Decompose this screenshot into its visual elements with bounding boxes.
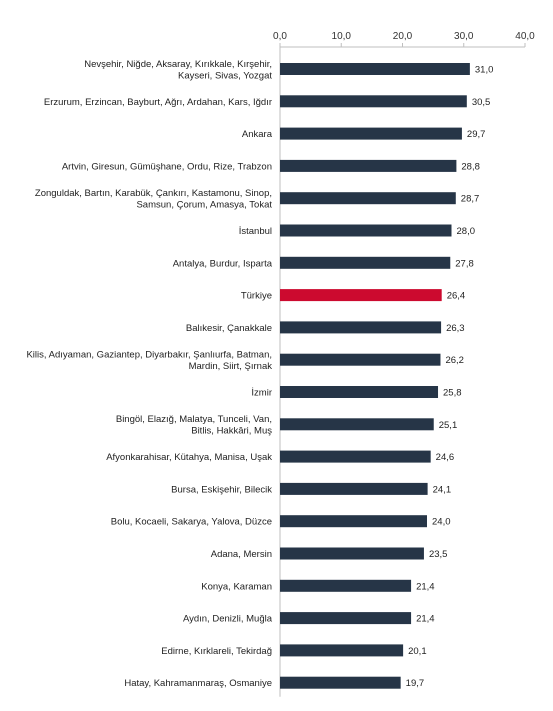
bar xyxy=(280,418,434,431)
category-label: Konya, Karaman xyxy=(201,581,272,592)
bar xyxy=(280,612,412,625)
category-label: Antalya, Burdur, Isparta xyxy=(173,258,273,269)
bar xyxy=(280,676,401,689)
x-tick-label: 40,0 xyxy=(515,31,535,42)
bar xyxy=(280,579,412,592)
category-label: Türkiye xyxy=(241,291,272,302)
bar-group xyxy=(280,63,470,689)
data-label: 23,5 xyxy=(429,549,448,560)
x-tick-label: 10,0 xyxy=(332,31,352,42)
data-label: 26,2 xyxy=(445,355,464,366)
bar xyxy=(280,353,441,366)
data-label: 24,1 xyxy=(433,484,452,495)
x-tick-label: 30,0 xyxy=(454,31,474,42)
category-label: Bingöl, Elazığ, Malatya, Tunceli, Van, Bi… xyxy=(116,414,272,437)
data-label: 25,1 xyxy=(439,420,458,431)
data-label: 27,8 xyxy=(455,258,474,269)
data-label: 26,4 xyxy=(447,291,466,302)
category-label: Aydın, Denizli, Muğla xyxy=(183,614,273,625)
category-label: Hatay, Kahramanmaraş, Osmaniye xyxy=(124,678,272,689)
x-tick-label: 0,0 xyxy=(273,31,287,42)
category-label: İzmir xyxy=(251,388,272,399)
bar-highlight xyxy=(280,289,442,302)
category-label: Edirne, Kırklareli, Tekirdağ xyxy=(161,646,272,657)
data-label: 30,5 xyxy=(472,97,491,108)
category-label: Artvin, Giresun, Gümüşhane, Ordu, Rize, … xyxy=(62,161,272,172)
data-label: 25,8 xyxy=(443,388,462,399)
bar xyxy=(280,192,456,205)
category-label-group: 31,0 Nevşehir, Niğde, Aksaray, Kırıkkale,… xyxy=(26,59,493,689)
bar xyxy=(280,224,452,237)
bar xyxy=(280,159,457,172)
data-label: 28,8 xyxy=(461,161,480,172)
bar xyxy=(280,63,470,75)
category-label: Adana, Mersin xyxy=(211,549,272,560)
data-label: 19,7 xyxy=(406,678,425,689)
bar xyxy=(280,644,404,657)
data-label: 21,4 xyxy=(416,581,435,592)
category-label: Zonguldak, Bartın, Karabük, Çankırı, Kas… xyxy=(35,188,272,211)
bar xyxy=(280,547,424,560)
category-label: Ankara xyxy=(242,129,273,140)
data-label: 20,1 xyxy=(408,646,427,657)
data-label: 26,3 xyxy=(446,323,465,334)
bar xyxy=(280,482,428,495)
bar xyxy=(280,95,467,108)
category-label: Balıkesir, Çanakkale xyxy=(186,323,272,334)
bar xyxy=(280,321,442,334)
bar xyxy=(280,256,451,269)
bar xyxy=(280,515,427,528)
data-label: 28,0 xyxy=(457,226,476,237)
category-label: Kilis, Adıyaman, Gaziantep, Diyarbakır, … xyxy=(26,349,272,372)
data-label: 29,7 xyxy=(467,129,486,140)
data-label: 24,6 xyxy=(436,452,455,463)
data-label: 28,7 xyxy=(461,194,480,205)
bar xyxy=(280,386,439,398)
category-label: Erzurum, Erzincan, Bayburt, Ağrı, Ardaha… xyxy=(44,97,272,108)
category-label: Afyonkarahisar, Kütahya, Manisa, Uşak xyxy=(106,452,272,463)
category-label: Nevşehir, Niğde, Aksaray, Kırıkkale, Kır… xyxy=(84,59,272,82)
x-tick-label: 20,0 xyxy=(393,31,413,42)
bar xyxy=(280,127,462,140)
data-label: 31,0 xyxy=(475,65,494,76)
category-label: Bursa, Eskişehir, Bilecik xyxy=(171,484,272,495)
data-label: 21,4 xyxy=(416,614,435,625)
category-label: Bolu, Kocaeli, Sakarya, Yalova, Düzce xyxy=(111,517,272,528)
data-label: 24,0 xyxy=(432,517,451,528)
category-label: İstanbul xyxy=(239,226,272,237)
bar xyxy=(280,450,431,463)
